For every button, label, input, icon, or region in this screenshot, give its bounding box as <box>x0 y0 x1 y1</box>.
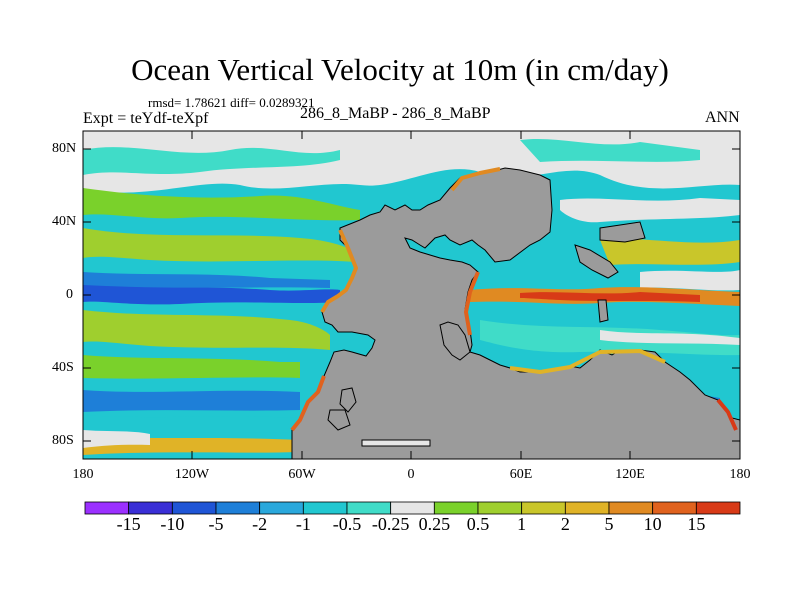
lon-label-0: 0 <box>407 467 415 482</box>
colorbar-swatch <box>302 501 348 515</box>
colorbar-label: -0.25 <box>371 514 410 534</box>
lat-label-80s: 80S <box>52 433 74 448</box>
lat-ticks <box>83 148 740 442</box>
lat-label-40s: 40S <box>52 360 74 375</box>
colorbar-label: 0.5 <box>466 514 490 534</box>
colorbar-label: -2 <box>252 514 268 534</box>
colorbar-swatch <box>564 501 610 515</box>
colorbar-label: 2 <box>560 514 570 534</box>
colorbar-label: 1 <box>517 514 527 534</box>
colorbar-swatch <box>608 501 654 515</box>
comparison-label: 286_8_MaBP - 286_8_MaBP <box>300 105 491 122</box>
colorbar-label: -0.5 <box>332 514 362 534</box>
colorbar-swatch <box>695 501 741 515</box>
lon-label-120e: 120E <box>615 467 645 482</box>
colorbar-label: 5 <box>604 514 614 534</box>
coastal-bands <box>290 167 738 432</box>
colorbar-swatch <box>652 501 697 515</box>
colorbar-swatch <box>477 501 523 515</box>
season-label: ANN <box>705 109 740 126</box>
lon-label-60w: 60W <box>288 467 316 482</box>
colorbar-swatch <box>128 501 173 515</box>
colorbar-label: -1 <box>295 514 311 534</box>
colorbar <box>84 501 741 515</box>
colorbar-swatch <box>84 501 130 515</box>
colorbar-label: 15 <box>687 514 706 534</box>
colorbar-swatch <box>433 501 479 515</box>
colorbar-swatch <box>521 501 566 515</box>
colorbar-swatch <box>259 501 304 515</box>
colorbar-swatch <box>215 501 261 515</box>
colorbar-swatch <box>171 501 217 515</box>
lat-label-40n: 40N <box>52 214 77 229</box>
plot-title: Ocean Vertical Velocity at 10m (in cm/da… <box>131 52 669 87</box>
map-field <box>83 131 740 459</box>
lat-label-80n: 80N <box>52 141 77 156</box>
colorbar-label: -15 <box>116 514 141 534</box>
stats-line: rmsd= 1.78621 diff= 0.0289321 <box>148 95 315 110</box>
colorbar-label: -10 <box>160 514 185 534</box>
lon-label-60e: 60E <box>509 467 533 482</box>
lon-ticks <box>191 131 631 459</box>
colorbar-label: -5 <box>208 514 224 534</box>
lon-label-180e: 180 <box>729 467 751 482</box>
colorbar-label: 0.25 <box>418 514 451 534</box>
colorbar-swatch <box>346 501 392 515</box>
colorbar-label: 10 <box>643 514 662 534</box>
lat-label-eq: 0 <box>66 287 73 302</box>
lon-label-180w: 180 <box>72 467 94 482</box>
land-masses <box>83 167 740 459</box>
experiment-label: Expt = teYdf-teXpf <box>83 110 209 127</box>
colorbar-swatch <box>390 501 435 515</box>
lon-label-120w: 120W <box>174 467 210 482</box>
